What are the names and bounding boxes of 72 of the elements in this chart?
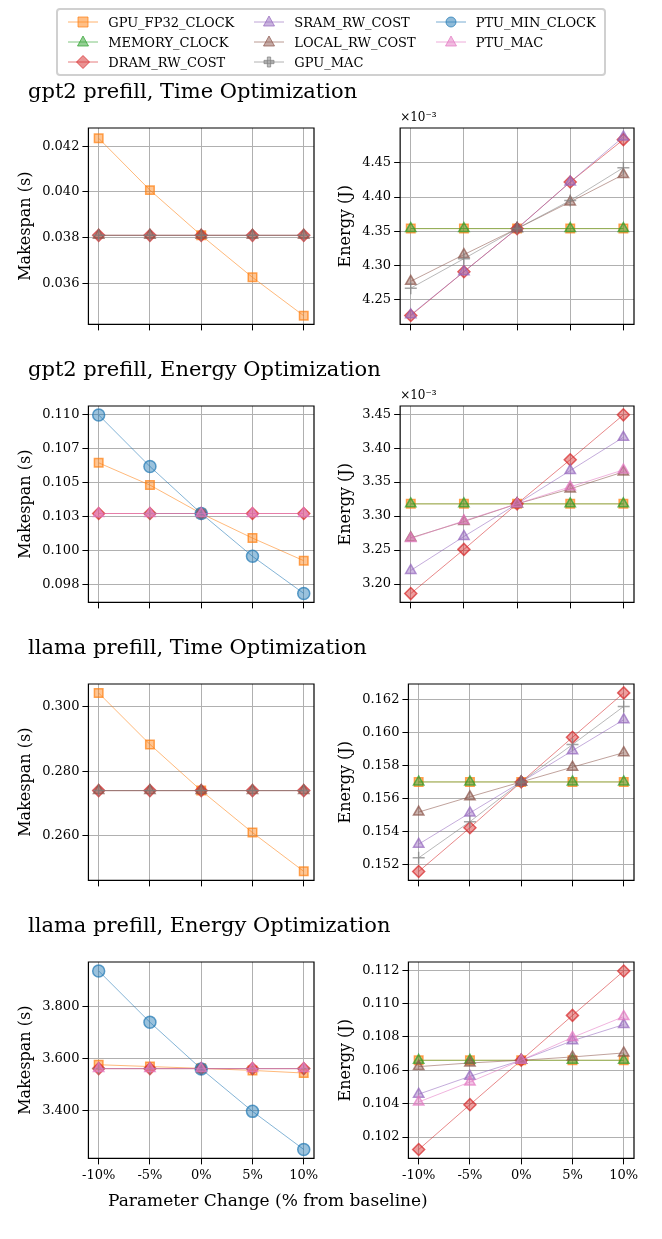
y-axis-title: Energy (J) bbox=[334, 185, 354, 268]
y-tick-label: 0.106 bbox=[362, 1061, 400, 1077]
legend-label: PTU_MIN_CLOCK bbox=[475, 14, 596, 30]
y-tick-label: 4.30 bbox=[362, 256, 392, 272]
y-tick-label: 0.260 bbox=[42, 827, 80, 843]
y-tick-label: 0.107 bbox=[42, 439, 80, 455]
x-tick-label: 0% bbox=[190, 1166, 212, 1182]
y-tick-label: 0.103 bbox=[42, 507, 80, 523]
y-tick-label: 0.112 bbox=[362, 961, 400, 977]
chart-title: llama prefill, Energy Optimization bbox=[27, 912, 391, 939]
chart-title: llama prefill, Time Optimization bbox=[27, 634, 367, 661]
y-tick-label: 3.600 bbox=[42, 1050, 80, 1066]
y-tick-label: 3.40 bbox=[362, 439, 392, 455]
x-tick-label: -5% bbox=[137, 1166, 163, 1182]
y-tick-label: 3.800 bbox=[42, 998, 80, 1014]
y-tick-label: 0.160 bbox=[362, 723, 400, 739]
text: ×10⁻³ bbox=[400, 110, 437, 125]
y-tick-label: 4.40 bbox=[362, 188, 392, 204]
y-tick-label: 0.105 bbox=[42, 473, 80, 489]
y-tick-label: 0.162 bbox=[362, 691, 400, 707]
y-tick-label: 4.25 bbox=[362, 291, 392, 307]
y-tick-label: 0.098 bbox=[42, 575, 80, 591]
x-tick-label: 0% bbox=[510, 1166, 532, 1182]
y-tick-label: 0.156 bbox=[362, 789, 400, 805]
y-tick-label: 0.042 bbox=[42, 137, 80, 153]
legend-label: MEMORY_CLOCK bbox=[108, 34, 229, 50]
x-axis-title: Parameter Change (% from baseline) bbox=[107, 1190, 428, 1210]
legend-label: LOCAL_RW_COST bbox=[294, 34, 416, 50]
y-tick-label: 0.100 bbox=[42, 541, 80, 557]
y-axis-title: Makespan (s) bbox=[14, 1005, 34, 1115]
y-tick-label: 3.400 bbox=[42, 1101, 80, 1117]
x-tick-label: 5% bbox=[242, 1166, 263, 1182]
chart-title: gpt2 prefill, Time Optimization bbox=[27, 78, 358, 105]
y-tick-label: 3.45 bbox=[362, 405, 392, 421]
x-tick-label: 10% bbox=[609, 1166, 639, 1182]
y-tick-label: 3.35 bbox=[362, 473, 392, 489]
x-tick-label: 10% bbox=[289, 1166, 319, 1182]
legend-label: GPU_FP32_CLOCK bbox=[108, 14, 235, 30]
legend-label: SRAM_RW_COST bbox=[294, 14, 410, 30]
y-tick-label: 0.040 bbox=[42, 183, 80, 199]
y-axis-title: Energy (J) bbox=[334, 1019, 354, 1102]
chart-title: gpt2 prefill, Energy Optimization bbox=[27, 356, 381, 383]
y-tick-label: 0.300 bbox=[42, 697, 80, 713]
y-axis-title: Makespan (s) bbox=[14, 449, 34, 559]
y-tick-label: 0.102 bbox=[362, 1128, 400, 1144]
y-tick-label: 0.038 bbox=[42, 228, 80, 244]
y-axis-title: Energy (J) bbox=[334, 463, 354, 546]
y-tick-label: 4.35 bbox=[362, 222, 392, 238]
y-tick-label: 0.110 bbox=[362, 994, 400, 1010]
y-tick-label: 3.30 bbox=[362, 507, 392, 523]
x-tick-label: -5% bbox=[457, 1166, 483, 1182]
y-tick-label: 0.110 bbox=[42, 405, 80, 421]
y-tick-label: 0.152 bbox=[362, 855, 400, 871]
y-tick-label: 0.104 bbox=[362, 1095, 400, 1111]
y-tick-label: 0.158 bbox=[362, 756, 400, 772]
y-tick-label: 0.108 bbox=[362, 1028, 400, 1044]
x-tick-label: -10% bbox=[82, 1166, 116, 1182]
x-tick-label: 5% bbox=[562, 1166, 583, 1182]
y-tick-label: 4.45 bbox=[362, 154, 392, 170]
legend-label: PTU_MAC bbox=[475, 34, 544, 50]
y-tick-label: 0.154 bbox=[362, 822, 400, 838]
y-axis-title: Makespan (s) bbox=[14, 171, 34, 281]
legend-label: GPU_MAC bbox=[294, 54, 364, 70]
x-tick-label: -10% bbox=[402, 1166, 436, 1182]
y-tick-label: 3.20 bbox=[362, 575, 392, 591]
y-tick-label: 0.280 bbox=[42, 762, 80, 778]
legend-label: DRAM_RW_COST bbox=[108, 54, 226, 70]
y-tick-label: 0.036 bbox=[42, 274, 80, 290]
y-tick-label: 3.25 bbox=[362, 541, 392, 557]
y-axis-title: Energy (J) bbox=[334, 741, 354, 824]
y-axis-title: Makespan (s) bbox=[14, 727, 34, 837]
text: ×10⁻³ bbox=[400, 388, 437, 403]
